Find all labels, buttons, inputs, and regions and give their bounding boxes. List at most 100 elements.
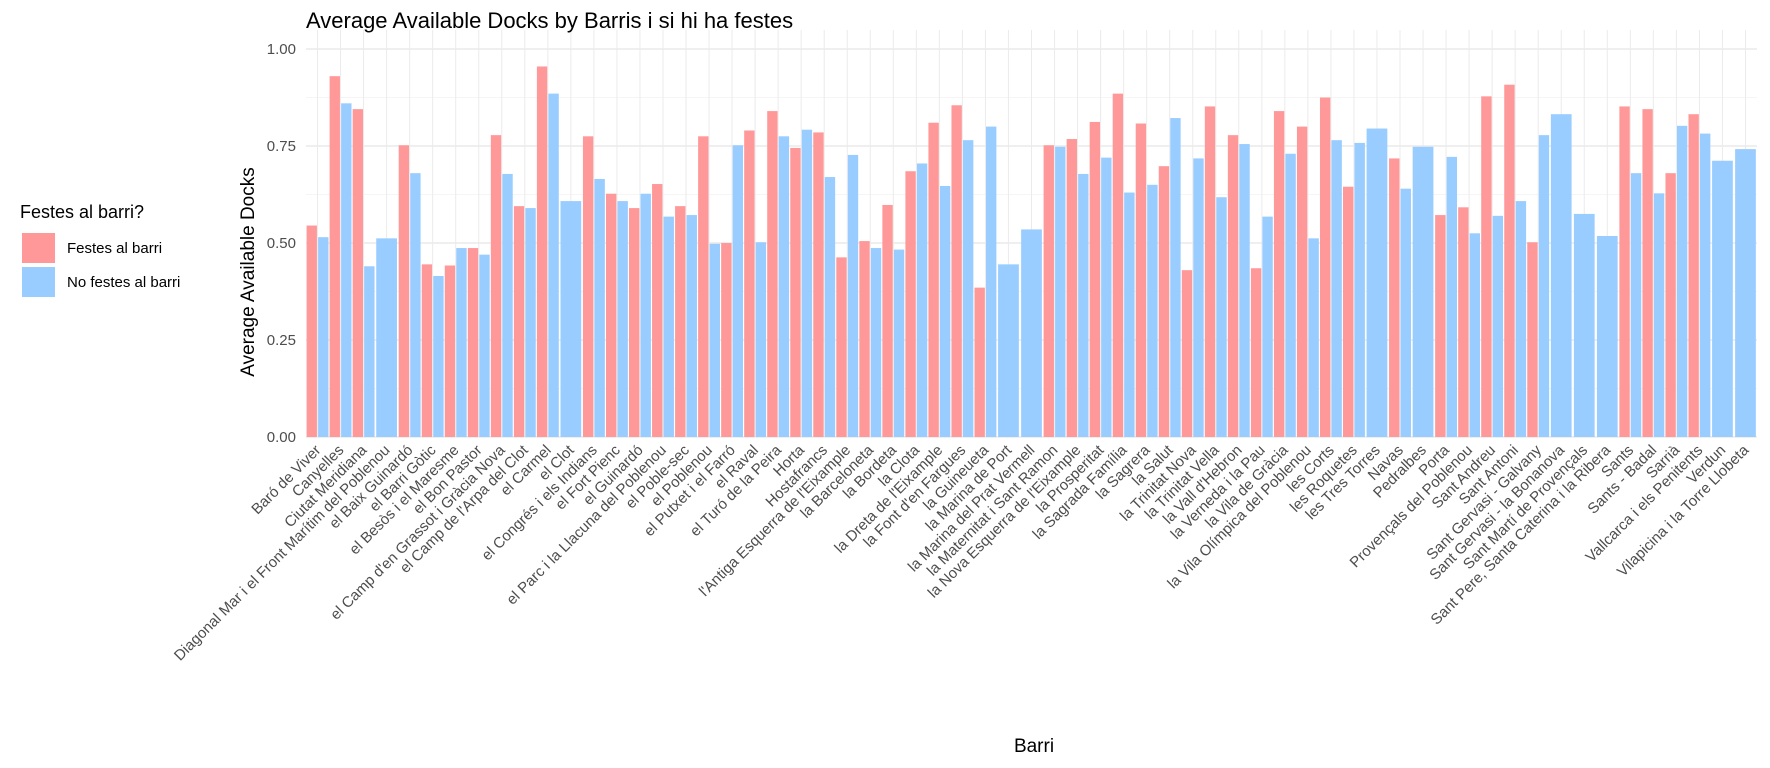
- bar-no-festes: [1124, 192, 1135, 437]
- bar-no-festes: [939, 185, 951, 437]
- bar-festes: [698, 136, 709, 438]
- bar-no-festes: [1469, 233, 1481, 437]
- bar-no-festes: [1515, 201, 1527, 437]
- bar-festes: [352, 109, 364, 437]
- bar-no-festes: [410, 173, 421, 437]
- bar-no-festes: [847, 154, 859, 437]
- bar-no-festes: [364, 266, 375, 437]
- bar-no-festes: [732, 145, 744, 437]
- bar-festes: [1435, 215, 1446, 437]
- bar-festes: [1458, 207, 1469, 437]
- bar-festes: [582, 136, 594, 438]
- bar-festes: [675, 206, 686, 437]
- bar-no-festes: [1308, 238, 1319, 437]
- bar-festes: [882, 204, 893, 437]
- bar-no-festes: [998, 264, 1019, 437]
- bar-festes: [1343, 186, 1354, 437]
- bar-festes: [1227, 135, 1239, 438]
- legend-title: Festes al barri?: [20, 202, 144, 222]
- bar-no-festes: [1550, 114, 1572, 438]
- bar-no-festes: [1170, 118, 1181, 438]
- legend-swatch-festes: [22, 233, 55, 263]
- bar-festes: [1089, 121, 1101, 437]
- bar-no-festes: [1021, 229, 1042, 437]
- y-tick-label: 0.75: [267, 138, 296, 155]
- bar-festes: [1273, 111, 1285, 437]
- bar-no-festes: [663, 216, 674, 437]
- bars: [306, 66, 1756, 438]
- bar-no-festes: [1699, 133, 1711, 438]
- y-axis-title: Average Available Docks: [238, 167, 259, 376]
- bar-no-festes: [1596, 236, 1618, 437]
- y-tick-label: 0.00: [267, 429, 296, 446]
- bar-no-festes: [594, 178, 605, 438]
- bar-no-festes: [1630, 173, 1642, 437]
- bar-no-festes: [893, 249, 905, 437]
- bar-festes: [951, 105, 962, 437]
- bar-no-festes: [1573, 213, 1595, 437]
- bar-festes: [1112, 93, 1124, 438]
- bar-no-festes: [1193, 158, 1204, 437]
- bar-no-festes: [870, 248, 882, 437]
- bar-festes: [1619, 106, 1630, 437]
- bar-festes: [652, 184, 663, 437]
- bar-festes: [1527, 242, 1538, 437]
- bar-no-festes: [986, 126, 997, 437]
- bar-no-festes: [341, 103, 352, 437]
- bar-no-festes: [755, 242, 767, 437]
- bar-festes: [836, 257, 847, 437]
- bar-no-festes: [1147, 184, 1158, 437]
- bar-no-festes: [479, 254, 490, 437]
- bar-festes: [813, 132, 824, 438]
- bar-no-festes: [1078, 173, 1089, 437]
- bar-festes: [329, 76, 340, 437]
- bar-festes: [605, 193, 617, 437]
- bar-no-festes: [1055, 146, 1066, 437]
- chart-title: Average Available Docks by Barris i si h…: [306, 8, 793, 33]
- bar-festes: [513, 206, 525, 437]
- bar-no-festes: [318, 237, 329, 437]
- legend-label-no-festes: No festes al barri: [67, 274, 180, 291]
- bar-festes: [467, 248, 479, 437]
- legend: Festes al barri? Festes al barri No fest…: [20, 202, 180, 297]
- bar-festes: [1642, 109, 1653, 437]
- bar-no-festes: [1538, 135, 1550, 438]
- bar-no-festes: [456, 248, 467, 437]
- bar-no-festes: [1262, 216, 1273, 437]
- bar-no-festes: [1735, 149, 1756, 437]
- bar-no-festes: [1400, 188, 1411, 437]
- bar-no-festes: [801, 129, 813, 438]
- bar-no-festes: [640, 193, 651, 437]
- bar-no-festes: [916, 163, 928, 437]
- bar-festes: [744, 130, 755, 438]
- x-axis-title: Barri: [1014, 736, 1054, 757]
- bar-festes: [490, 135, 502, 438]
- bar-no-festes: [1446, 156, 1458, 437]
- bar-festes: [859, 241, 870, 437]
- bar-no-festes: [824, 177, 836, 438]
- bar-no-festes: [548, 93, 559, 438]
- bar-festes: [767, 111, 778, 437]
- y-tick-labels: 0.00 0.25 0.50 0.75 1.00: [267, 41, 296, 446]
- bar-no-festes: [1712, 160, 1733, 437]
- bar-festes: [1296, 126, 1308, 437]
- bar-festes: [905, 171, 916, 437]
- bar-no-festes: [709, 243, 720, 437]
- bar-no-festes: [1216, 197, 1227, 437]
- bar-no-festes: [1239, 144, 1250, 437]
- bar-festes: [1135, 123, 1147, 437]
- bar-no-festes: [376, 238, 397, 437]
- bar-no-festes: [778, 136, 790, 438]
- bar-festes: [1250, 268, 1262, 437]
- bar-festes: [1665, 173, 1676, 437]
- bar-festes: [444, 265, 456, 437]
- legend-label-festes: Festes al barri: [67, 240, 162, 257]
- bar-festes: [1204, 106, 1216, 437]
- bar-festes: [421, 264, 433, 437]
- bar-festes: [974, 287, 985, 437]
- bar-festes: [1504, 84, 1515, 438]
- bar-no-festes: [686, 215, 697, 437]
- bar-no-festes: [962, 140, 974, 437]
